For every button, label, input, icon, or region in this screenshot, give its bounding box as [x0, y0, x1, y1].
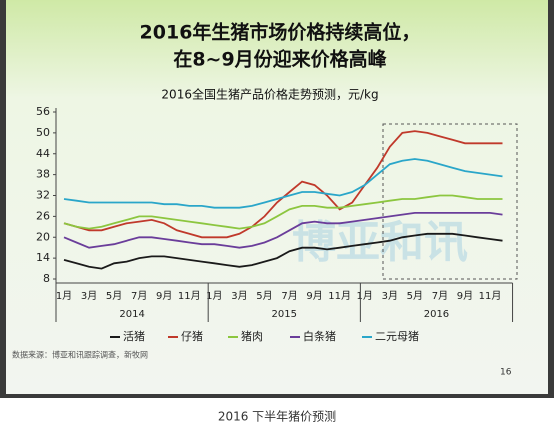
x-tick-label: 5月 [407, 290, 423, 302]
year-label: 2015 [272, 309, 297, 320]
slide-subtitle: 在8~9月份迎来价格高峰 [173, 48, 387, 71]
x-tick-label: 9月 [306, 290, 322, 302]
x-tick-label: 9月 [457, 290, 473, 302]
x-tick-label: 5月 [256, 290, 272, 302]
y-tick-label: 32 [36, 189, 50, 202]
series-line [63, 212, 503, 249]
page-number: 16 [500, 368, 512, 378]
x-tick-label: 5月 [106, 290, 122, 302]
y-tick-label: 56 [36, 105, 50, 118]
x-tick-label: 11月 [479, 290, 502, 302]
y-tick-label: 14 [36, 251, 50, 264]
y-tick-label: 20 [36, 230, 50, 243]
x-tick-label: 9月 [156, 290, 172, 302]
year-label: 2016 [424, 309, 449, 320]
y-tick-label: 50 [36, 126, 50, 139]
x-tick-label: 1月 [56, 290, 72, 302]
legend-label: 活猪 [123, 330, 145, 343]
y-tick-label: 38 [36, 168, 50, 181]
x-tick-label: 11月 [178, 290, 201, 302]
slide-title: 2016年生猪市场价格持续高位， [140, 21, 421, 44]
year-label: 2014 [119, 309, 144, 320]
x-tick-label: 7月 [281, 290, 297, 302]
legend-label: 仔猪 [181, 330, 203, 343]
x-tick-label: 1月 [206, 290, 222, 302]
y-tick-label: 26 [36, 209, 50, 222]
source: 数据来源：博亚和讯跟踪调查，新牧网 [12, 350, 148, 360]
x-tick-label: 3月 [231, 290, 247, 302]
x-tick-label: 1月 [357, 290, 373, 302]
x-tick-label: 7月 [432, 290, 448, 302]
x-tick-label: 11月 [328, 290, 351, 302]
caption: 2016 下半年猪价预测 [218, 410, 336, 424]
x-tick-label: 7月 [131, 290, 147, 302]
series-line [63, 158, 503, 209]
legend-label: 白条猪 [303, 329, 336, 343]
x-tick-label: 3月 [382, 290, 398, 302]
series-line [63, 232, 503, 270]
series-line [63, 194, 503, 230]
chart-title: 2016全国生猪产品价格走势预测，元/kg [161, 87, 378, 102]
legend-label: 猪肉 [241, 330, 263, 343]
legend-label: 二元母猪 [375, 330, 419, 343]
x-tick-label: 3月 [81, 290, 97, 302]
y-tick-label: 44 [36, 147, 50, 160]
y-tick-label: 8 [43, 272, 50, 285]
